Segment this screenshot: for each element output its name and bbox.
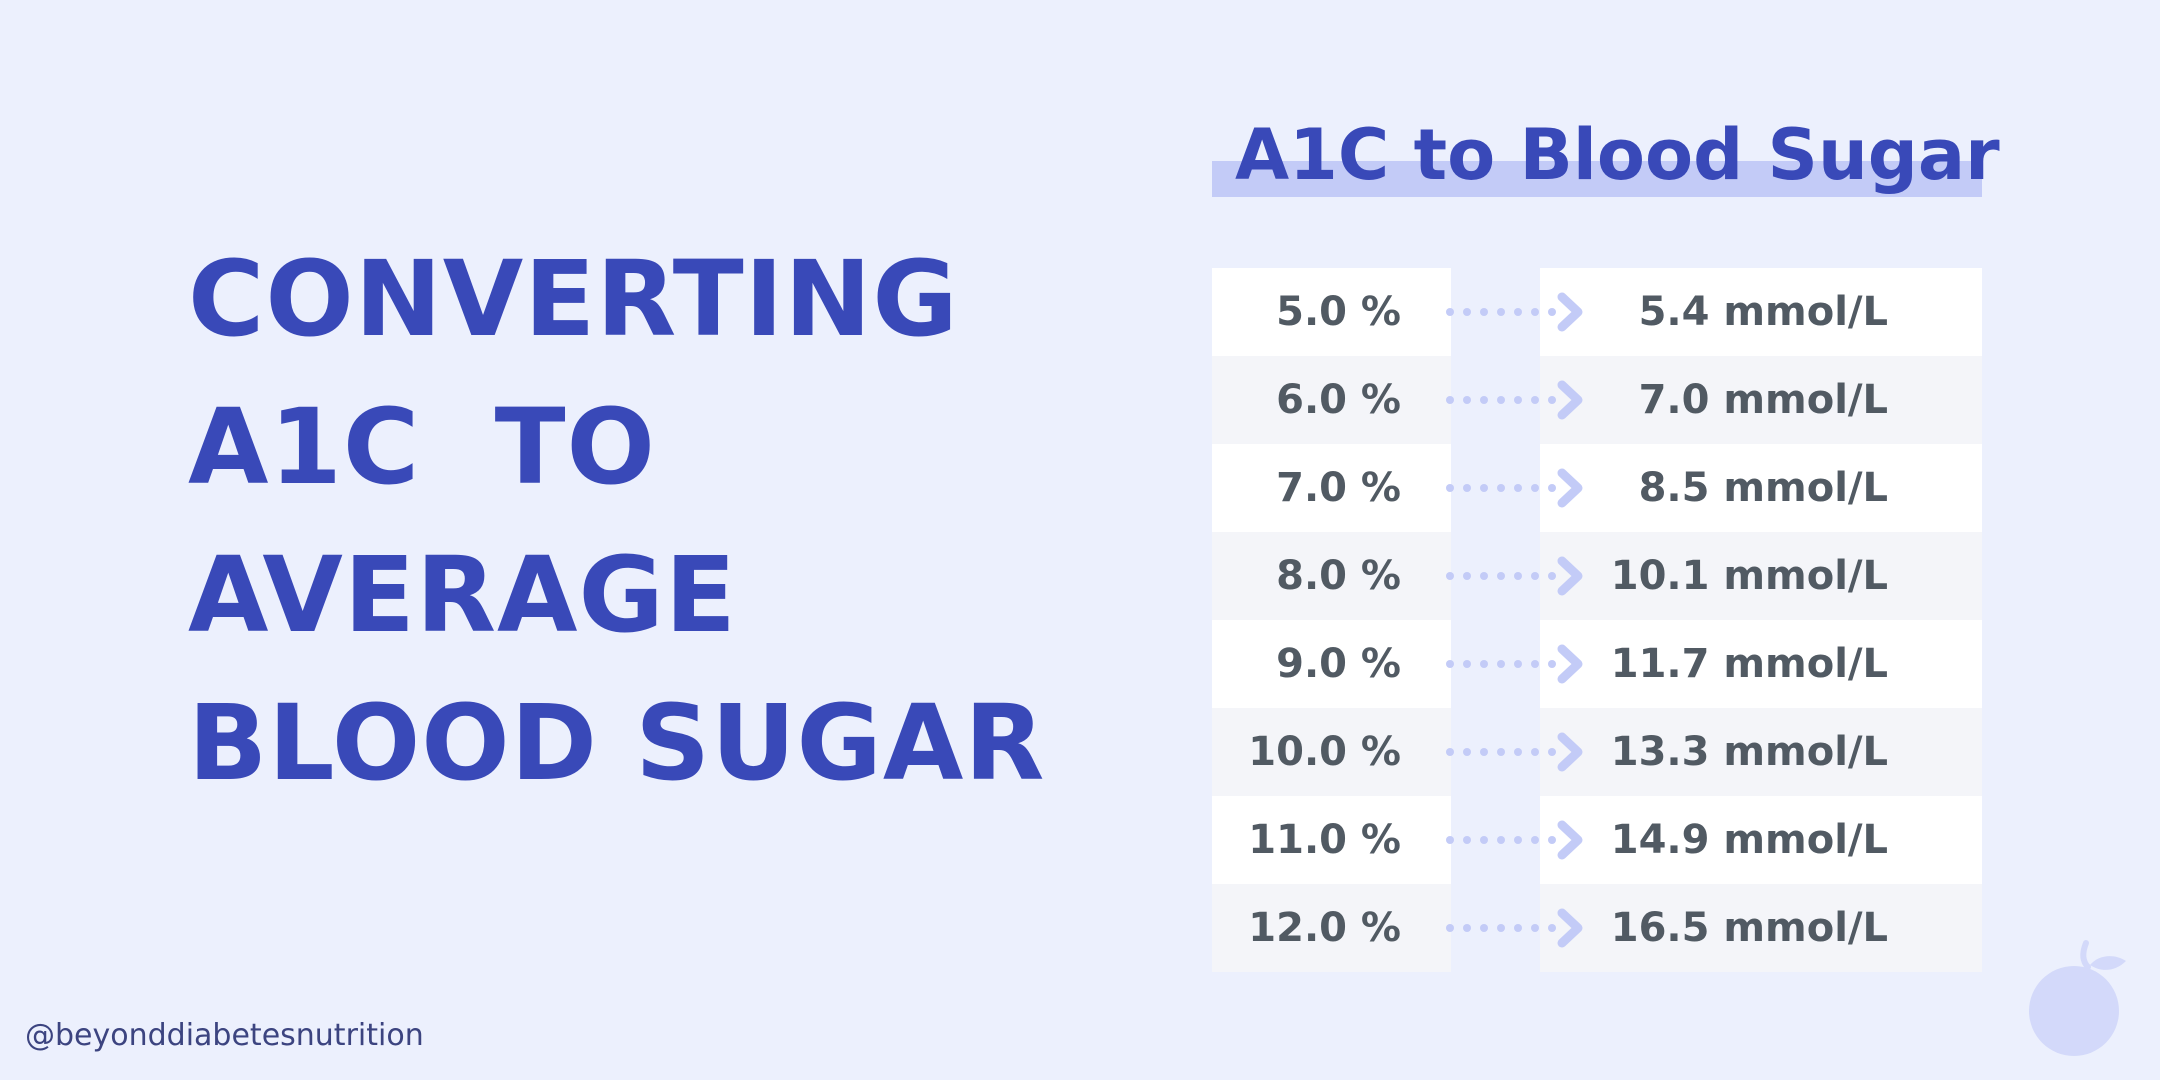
table-title: A1C to Blood Sugar: [1235, 114, 2000, 196]
a1c-value: 6.0 %: [1212, 356, 1451, 444]
headline-line-4: BLOOD SUGAR: [188, 682, 1046, 804]
title-highlight-bar: [1212, 161, 1982, 197]
a1c-value: 9.0 %: [1212, 620, 1451, 708]
blood-sugar-value: 5.4 mmol/L: [1540, 268, 1982, 356]
a1c-value: 11.0 %: [1212, 796, 1451, 884]
fruit-logo-icon: [2029, 940, 2126, 1056]
headline: CONVERTING A1C TO AVERAGE BLOOD SUGAR: [188, 235, 1045, 827]
a1c-value: 10.0 %: [1212, 708, 1451, 796]
a1c-value: 12.0 %: [1212, 884, 1451, 972]
blood-sugar-value: 7.0 mmol/L: [1540, 356, 1982, 444]
headline-line-3: AVERAGE: [188, 534, 737, 656]
blood-sugar-value: 8.5 mmol/L: [1540, 444, 1982, 532]
dotted-arrow-right-icon: [1446, 644, 1583, 684]
a1c-value: 5.0 %: [1212, 268, 1451, 356]
dotted-arrow-right-icon: [1446, 732, 1583, 772]
dotted-arrow-right-icon: [1446, 468, 1583, 508]
dotted-arrow-right-icon: [1446, 908, 1583, 948]
table-row: 8.0 % 10.1 mmol/L: [1212, 532, 1982, 620]
social-handle: @beyonddiabetesnutrition: [25, 1018, 424, 1053]
table-row: 6.0 % 7.0 mmol/L: [1212, 356, 1982, 444]
table-row: 11.0 % 14.9 mmol/L: [1212, 796, 1982, 884]
table-row: 10.0 % 13.3 mmol/L: [1212, 708, 1982, 796]
headline-line-1: CONVERTING: [188, 238, 959, 360]
table-title-block: A1C to Blood Sugar: [1212, 110, 2000, 200]
a1c-value: 8.0 %: [1212, 532, 1451, 620]
conversion-table: 5.0 % 5.4 mmol/L 6.0 % 7.0 mmol/L 7.0 % …: [1212, 268, 1982, 972]
blood-sugar-value: 11.7 mmol/L: [1540, 620, 1982, 708]
table-row: 7.0 % 8.5 mmol/L: [1212, 444, 1982, 532]
table-row: 9.0 % 11.7 mmol/L: [1212, 620, 1982, 708]
blood-sugar-value: 16.5 mmol/L: [1540, 884, 1982, 972]
table-row: 5.0 % 5.4 mmol/L: [1212, 268, 1982, 356]
dotted-arrow-right-icon: [1446, 820, 1583, 860]
a1c-value: 7.0 %: [1212, 444, 1451, 532]
headline-line-2: A1C TO: [188, 386, 656, 508]
blood-sugar-value: 10.1 mmol/L: [1540, 532, 1982, 620]
table-row: 12.0 % 16.5 mmol/L: [1212, 884, 1982, 972]
dotted-arrow-right-icon: [1446, 556, 1583, 596]
blood-sugar-value: 13.3 mmol/L: [1540, 708, 1982, 796]
dotted-arrow-right-icon: [1446, 380, 1583, 420]
dotted-arrow-right-icon: [1446, 292, 1583, 332]
blood-sugar-value: 14.9 mmol/L: [1540, 796, 1982, 884]
